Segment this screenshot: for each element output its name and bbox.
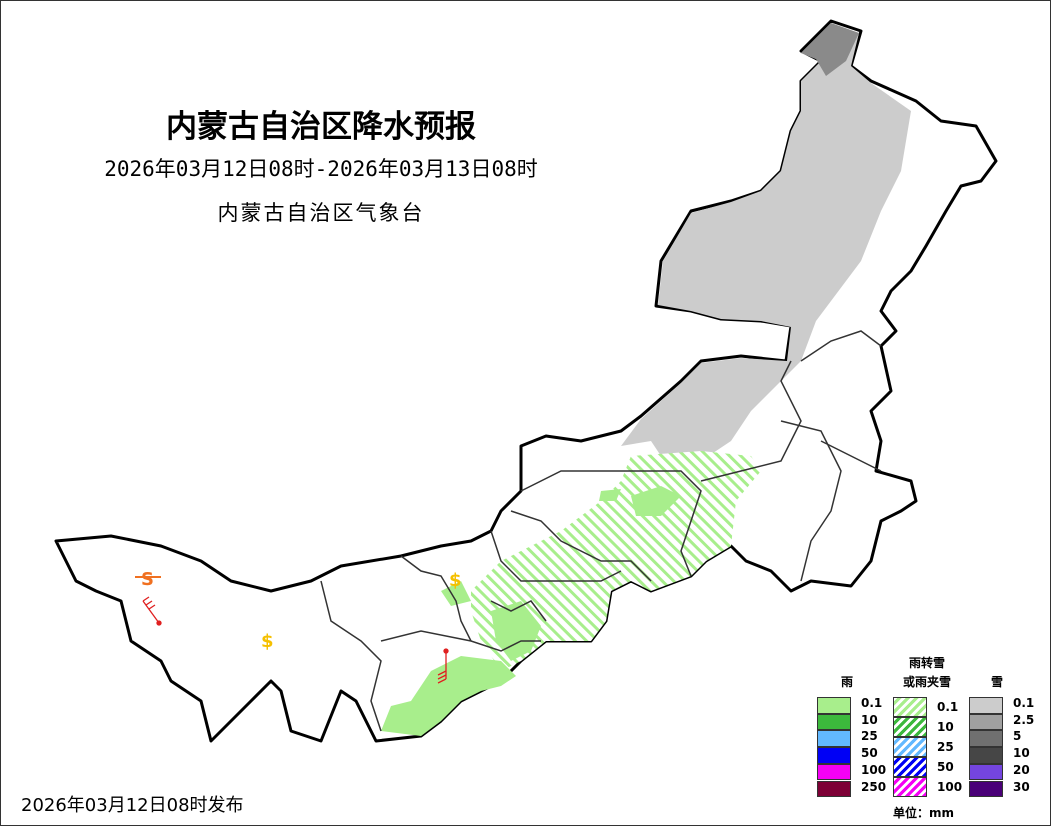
legend-value-snow: 2.5 [1013, 712, 1035, 727]
legend-swatch-rain [817, 713, 851, 731]
wind-barb-icon [437, 648, 449, 684]
legend-value-mixed: 50 [937, 760, 954, 774]
legend-value-snow: 30 [1013, 779, 1030, 794]
legend-value-snow: 20 [1013, 762, 1030, 777]
legend-swatch-mixed [893, 697, 927, 717]
legend-value-snow: 0.1 [1013, 696, 1035, 710]
legend-unit: 单位：mm [893, 806, 955, 820]
legend-mixed-title: 雨转雪 [908, 656, 945, 670]
legend-swatch-mixed [893, 777, 927, 797]
legend-swatch-snow [969, 713, 1003, 731]
legend-swatch-rain [817, 697, 851, 714]
snow-area-2.5mm [801, 23, 859, 76]
legend-swatch-rain [817, 730, 851, 748]
legend-mixed-title-2: 或雨夹雪 [902, 675, 951, 689]
svg-text:$: $ [449, 570, 462, 591]
issue-time: 2026年03月12日08时发布 [21, 795, 244, 816]
legend-value-rain: 50 [861, 746, 878, 761]
legend-value-snow: 10 [1013, 746, 1030, 761]
legend-value-mixed: 10 [937, 720, 954, 734]
internal-boundaries [320, 330, 882, 732]
legend-snow-title: 雪 [990, 675, 1003, 689]
legend-swatch-snow [969, 697, 1003, 714]
legend-value-rain: 250 [861, 779, 887, 794]
legend-swatch-mixed [893, 757, 927, 777]
legend-value-mixed: 0.1 [937, 700, 959, 714]
forecast-period: 2026年03月12日08时-2026年03月13日08时 [104, 157, 538, 181]
legend-swatch-mixed [893, 737, 927, 757]
issuing-agency: 内蒙古自治区气象台 [217, 201, 425, 225]
legend-value-mixed: 100 [937, 780, 963, 794]
dust-symbol: $ [261, 631, 274, 652]
rain-area-0.1mm [381, 486, 681, 736]
legend-value-snow: 5 [1013, 729, 1022, 744]
legend-swatch-snow [969, 763, 1003, 781]
legend-value-rain: 100 [861, 762, 887, 777]
dust-symbol: $ [449, 570, 462, 591]
legend-rain-title: 雨 [840, 675, 853, 689]
wind-barb-icon [142, 596, 162, 626]
legend-swatch-mixed [893, 717, 927, 737]
legend-swatch-snow [969, 747, 1003, 764]
svg-text:$: $ [261, 631, 274, 652]
snow-area-0.1mm [621, 23, 911, 471]
legend-value-rain: 0.1 [861, 696, 883, 710]
svg-text:S: S [141, 569, 154, 590]
legend-swatch-rain [817, 763, 851, 781]
legend-swatch-snow [969, 730, 1003, 748]
legend-value-mixed: 25 [937, 740, 954, 754]
legend: 雨 雨转雪 或雨夹雪 雪 0.1 10 25 50 100 250 0.1 10 25 50 100… [807, 649, 1047, 821]
legend-swatch-snow [969, 780, 1003, 798]
legend-value-rain: 25 [861, 729, 878, 744]
sandstorm-symbol: S [135, 569, 161, 590]
legend-swatch-rain [817, 780, 851, 798]
map-title: 内蒙古自治区降水预报 [166, 109, 476, 145]
legend-value-rain: 10 [861, 712, 878, 727]
legend-swatch-rain [817, 747, 851, 764]
